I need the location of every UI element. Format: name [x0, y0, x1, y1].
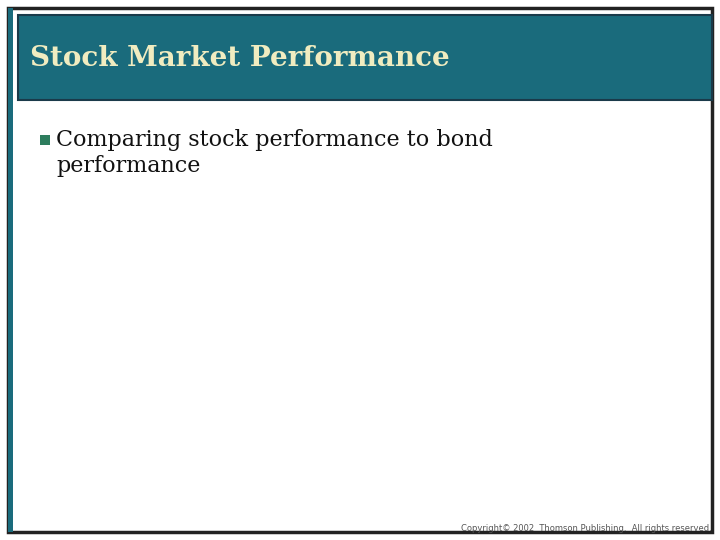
Text: performance: performance	[56, 155, 200, 177]
Bar	[40, 135, 50, 145]
Text: Copyright© 2002  Thomson Publishing.  All rights reserved.: Copyright© 2002 Thomson Publishing. All …	[462, 524, 712, 533]
Text: Comparing stock performance to bond: Comparing stock performance to bond	[56, 129, 493, 151]
Bar	[18, 15, 712, 100]
Text: Stock Market Performance: Stock Market Performance	[30, 44, 450, 71]
Bar	[8, 8, 13, 532]
Bar	[18, 15, 712, 100]
